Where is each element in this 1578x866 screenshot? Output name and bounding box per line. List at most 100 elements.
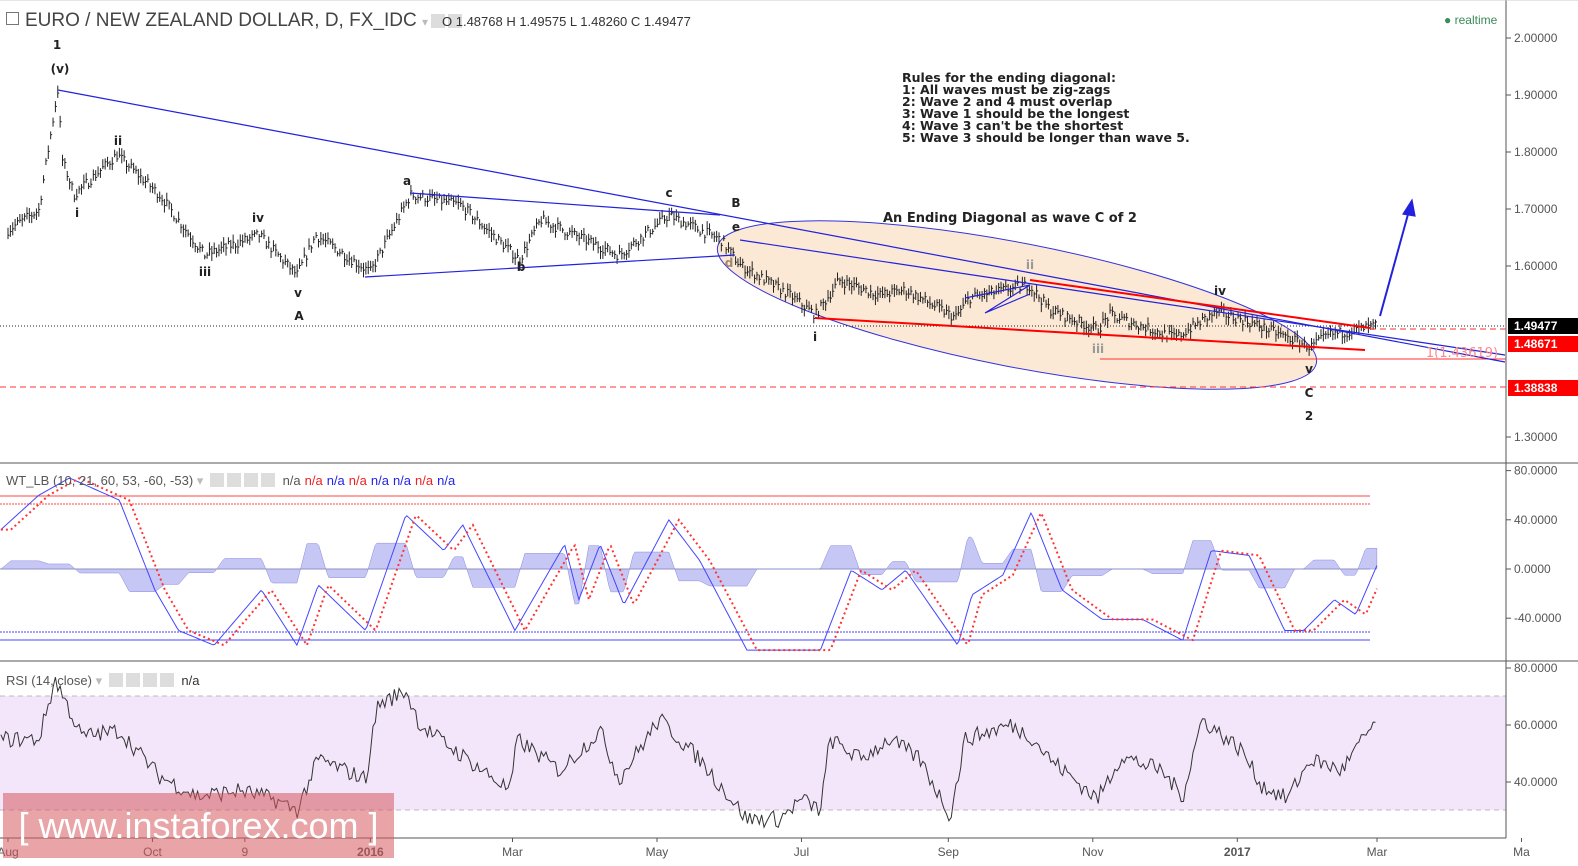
time-tick-label: 2017 [1224,845,1251,859]
wt-value: n/a [304,473,323,488]
wave-label: v [1305,362,1313,376]
wave-label: C [1305,386,1314,400]
price-tick-label: 1.60000 [1514,259,1558,273]
wt-value: n/a [326,473,345,488]
rule-line: 3: Wave 1 should be the longest [902,106,1130,121]
diagonal-upper-line[interactable] [1029,279,1371,329]
wt-value: n/a [370,473,389,488]
wave-label: (v) [51,62,70,76]
wt-legend[interactable]: WT_LB (10, 21, 60, 53, -60, -53) ▾ n/a n/… [6,473,455,489]
diagonal-lower-line[interactable] [814,317,1366,351]
rsi-label: RSI (14, close) [6,673,92,688]
price-tick-label: 1.80000 [1514,145,1558,159]
wave-label: B [731,196,740,210]
wt-tick-label: 40.0000 [1514,513,1558,527]
plus-icon[interactable] [142,673,157,687]
wave-label: iii [1092,342,1104,356]
chevron-down-icon[interactable]: ▾ [196,473,204,488]
wave-label: i [813,330,817,344]
symbol-title[interactable]: EURO / NEW ZEALAND DOLLAR, D, FX_IDC ▾ [6,10,462,32]
wave-label: 2 [1305,409,1313,423]
wave-label: iii [199,265,211,279]
wave-label: e [732,220,740,234]
wt-tick-label: 80.0000 [1514,464,1558,478]
price-tick-label: 1.30000 [1514,430,1558,444]
ohlc-readout: O 1.48768 H 1.49575 L 1.48260 C 1.49477 [442,14,691,29]
realtime-status: ● realtime [1444,13,1497,27]
wt2-line [0,477,1378,652]
plus-icon[interactable] [243,473,258,487]
rsi-tick-label: 60.0000 [1514,718,1558,732]
rsi-tick-label: 40.0000 [1514,775,1558,789]
gear-icon[interactable] [125,673,140,687]
wave-label: i [75,206,79,220]
ending-diagonal-note[interactable]: An Ending Diagonal as wave C of 2 [883,211,1137,226]
time-tick-label: Ma [1513,845,1530,859]
wave-label: d [725,256,734,270]
collapse-icon[interactable] [6,12,19,25]
wt-value: n/a [282,473,301,488]
last-price-label: 1.49477 [1508,318,1578,334]
wt-histogram-area [0,536,1378,605]
time-tick-label: Sep [938,845,960,859]
wave-label: ii [114,134,122,148]
trendline-diag[interactable] [739,239,1506,356]
wave-label: ii [1026,258,1034,272]
level-2-label: 1.38838 [1508,380,1578,396]
wt1-line [0,477,1378,651]
eye-icon[interactable] [209,473,224,487]
price-tick-label: 2.00000 [1514,31,1558,45]
wave-ii-channel[interactable] [964,284,1031,314]
wave-label: a [403,174,411,188]
ending-diagonal-ellipse[interactable] [706,186,1328,424]
eye-icon[interactable] [108,673,123,687]
rule-line: 4: Wave 3 can't be the shortest [902,118,1124,133]
level-1-label: 1.48671 [1508,336,1578,352]
wave-label: iv [1214,284,1226,298]
symbol-title-text: EURO / NEW ZEALAND DOLLAR, D, FX_IDC [25,10,417,31]
close-icon[interactable] [159,673,174,687]
wave-label: b [517,260,526,274]
wt-value: n/a [437,473,456,488]
wt-lines [0,477,1378,652]
wt-label: WT_LB (10, 21, 60, 53, -60, -53) [6,473,194,488]
wave-label: c [665,186,672,200]
gear-icon[interactable] [226,473,241,487]
trendline-major[interactable] [57,89,1506,363]
rule-line: 1: All waves must be zig-zags [902,82,1111,97]
time-tick-label: Mar [502,845,523,859]
time-tick-label: Mar [1367,845,1388,859]
chevron-down-icon[interactable]: ▾ [421,15,428,29]
gear-icon[interactable] [448,14,462,28]
wt-tick-label: -40.0000 [1514,611,1562,625]
chevron-down-icon[interactable]: ▾ [95,673,103,688]
time-tick-label: Nov [1082,845,1103,859]
time-tick-label: May [646,845,669,859]
forecast-arrow[interactable] [1379,206,1411,317]
wt-tick-label: 0.0000 [1514,562,1551,576]
status-dot-icon: ● [1444,13,1452,27]
wave-label: iv [252,211,264,225]
wave-label: 1 [53,38,61,52]
rsi-legend[interactable]: RSI (14, close) ▾ n/a [6,673,199,689]
wt-value: n/a [415,473,434,488]
wt-value: n/a [348,473,367,488]
eye-icon[interactable] [431,14,445,28]
rsi-value: n/a [181,673,200,688]
trendline-abc-upper[interactable] [409,192,721,216]
arrow-head-icon [1402,198,1416,217]
rule-line: Rules for the ending diagonal: [902,70,1116,85]
wave-label: A [294,309,304,323]
wt-histogram [0,536,1378,605]
realtime-text: realtime [1454,13,1498,27]
time-tick-label: Jul [794,845,809,859]
price-tick-label: 1.90000 [1514,88,1558,102]
watermark-logo: [ www.instaforex.com ] [3,793,394,858]
rule-line: 2: Wave 2 and 4 must overlap [902,94,1113,109]
wave-label: v [294,286,302,300]
rules-note[interactable]: Rules for the ending diagonal: 1: All wa… [902,70,1190,144]
trendline-abc-lower[interactable] [364,254,736,278]
wt-value: n/a [392,473,412,488]
close-icon[interactable] [260,473,275,487]
